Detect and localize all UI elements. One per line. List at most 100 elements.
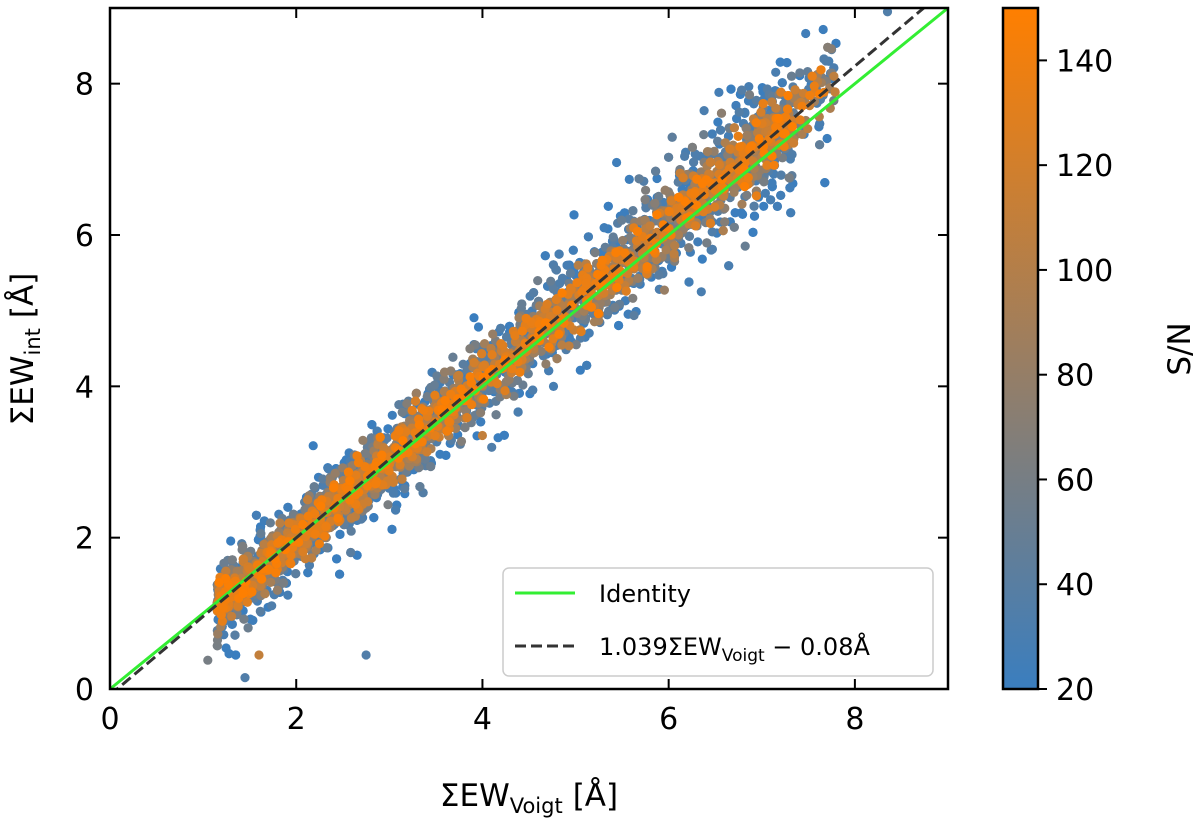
data-point — [759, 201, 769, 211]
data-point — [517, 299, 527, 309]
data-point — [603, 201, 613, 211]
data-point — [583, 232, 594, 242]
data-point — [818, 24, 828, 35]
data-point — [633, 273, 643, 283]
data-point — [628, 206, 638, 216]
data-point — [254, 650, 264, 660]
data-point — [737, 199, 747, 209]
data-point — [749, 201, 759, 211]
data-point — [266, 577, 276, 587]
data-point — [521, 313, 531, 323]
data-point — [697, 254, 707, 264]
data-point — [388, 488, 398, 498]
data-point — [487, 350, 497, 360]
data-point — [502, 332, 512, 342]
data-point — [213, 629, 223, 639]
data-point — [346, 513, 356, 523]
data-point — [298, 547, 308, 557]
data-point — [448, 352, 458, 362]
data-point — [705, 157, 716, 167]
data-point — [667, 132, 677, 142]
data-point — [713, 117, 723, 127]
data-point — [415, 482, 425, 492]
data-point — [664, 206, 674, 217]
data-point — [248, 615, 258, 626]
data-point — [542, 299, 552, 309]
data-point — [787, 71, 797, 81]
data-point — [491, 410, 501, 420]
data-point — [238, 554, 248, 564]
data-point — [367, 420, 377, 430]
data-point — [748, 227, 758, 237]
data-point — [805, 90, 815, 100]
data-point — [660, 185, 670, 195]
data-point — [651, 255, 662, 265]
data-point — [710, 202, 720, 212]
data-point — [797, 129, 807, 139]
data-point — [707, 129, 717, 139]
data-point — [430, 390, 440, 400]
data-point — [599, 223, 609, 233]
data-point — [548, 284, 559, 294]
data-point — [224, 649, 234, 659]
data-point — [645, 221, 655, 231]
data-point — [517, 326, 528, 336]
data-point — [690, 188, 700, 198]
data-point — [742, 130, 752, 141]
data-point — [749, 211, 760, 221]
data-point — [536, 346, 546, 356]
data-point — [617, 215, 627, 225]
data-point — [696, 287, 706, 297]
data-point — [573, 260, 583, 270]
data-point — [767, 178, 777, 188]
data-point — [429, 380, 439, 390]
data-point — [715, 125, 726, 135]
data-point — [684, 243, 694, 253]
data-point — [815, 119, 825, 129]
data-point — [476, 408, 486, 418]
data-point — [589, 317, 600, 327]
data-point — [369, 513, 379, 523]
data-point — [680, 151, 690, 161]
data-point — [783, 104, 793, 114]
data-point — [546, 276, 556, 286]
data-point — [734, 107, 744, 117]
data-point — [777, 78, 787, 88]
data-point — [242, 597, 252, 607]
data-point — [509, 391, 519, 401]
data-point — [744, 82, 754, 92]
data-point — [784, 173, 794, 183]
data-point — [690, 221, 701, 231]
data-point — [744, 90, 755, 100]
data-point — [786, 208, 796, 218]
data-point — [496, 323, 506, 333]
data-point — [346, 547, 356, 558]
data-point — [456, 436, 467, 446]
data-point — [256, 529, 266, 539]
data-point — [569, 210, 579, 220]
data-point — [551, 264, 561, 274]
data-point — [283, 590, 293, 600]
data-point — [771, 67, 781, 77]
data-point — [654, 191, 664, 201]
data-point — [400, 484, 410, 494]
data-point — [726, 84, 736, 94]
data-point — [803, 124, 813, 134]
data-point — [410, 396, 421, 406]
data-point — [776, 190, 786, 200]
data-point — [766, 195, 776, 205]
data-point — [634, 174, 644, 184]
data-point — [513, 407, 523, 417]
data-point — [782, 58, 792, 68]
data-point — [552, 354, 562, 364]
data-point — [822, 133, 832, 144]
data-point — [699, 130, 709, 140]
data-point — [696, 167, 706, 177]
data-point — [628, 293, 638, 303]
data-point — [462, 413, 472, 423]
data-point — [707, 244, 717, 254]
data-point — [568, 245, 578, 255]
data-point — [740, 241, 750, 251]
data-point — [460, 422, 470, 433]
data-point — [555, 278, 565, 289]
